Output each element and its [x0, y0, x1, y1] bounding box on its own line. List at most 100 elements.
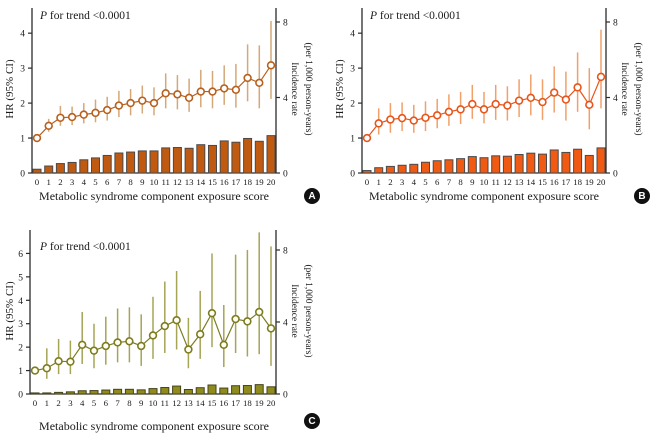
y-left-tick-label: 2: [20, 100, 25, 110]
hr-marker: [138, 96, 147, 105]
p-italic: P: [40, 10, 48, 22]
x-tick-label: 10: [150, 177, 159, 187]
hr-marker: [113, 338, 122, 347]
x-tick-label: 0: [33, 398, 38, 408]
incidence-bar: [538, 153, 547, 174]
y-axis-right-label-line1: Incidence rate: [289, 284, 299, 338]
hr-marker: [444, 107, 454, 117]
incidence-bar: [137, 150, 147, 174]
incidence-bar: [126, 151, 136, 174]
y-axis-left-label: HR (95% CI): [4, 281, 16, 341]
hr-line-series: [30, 307, 276, 375]
hr-marker: [196, 330, 205, 339]
y-left-tick-label: 1: [350, 135, 355, 145]
x-tick-label: 20: [267, 398, 276, 408]
p-rest: for trend <0.0001: [377, 10, 461, 22]
x-tick-label: 17: [231, 398, 240, 408]
hr-marker: [196, 87, 206, 96]
incidence-bar: [195, 387, 205, 395]
x-tick-label: 1: [46, 177, 50, 187]
x-axis-title: Metabolic syndrome component exposure sc…: [39, 189, 269, 203]
hr-marker: [126, 98, 135, 108]
incidence-bar: [374, 167, 384, 174]
y-right-tick-label: 0: [283, 170, 288, 180]
incidence-bar: [479, 157, 489, 174]
hr-marker: [161, 89, 170, 98]
hr-marker: [503, 101, 512, 110]
hr-marker: [255, 307, 264, 317]
x-tick-label: 6: [435, 177, 440, 187]
incidence-bar: [172, 147, 182, 174]
hr-marker: [160, 321, 170, 331]
x-tick-label: 11: [491, 177, 499, 187]
x-tick-label: 3: [70, 177, 75, 187]
hr-marker: [397, 113, 407, 123]
x-tick-label: 7: [115, 398, 120, 408]
x-tick-label: 14: [196, 177, 205, 187]
p-italic: P: [370, 10, 378, 22]
hr-marker: [42, 364, 51, 373]
incidence-bar: [266, 386, 276, 395]
hr-marker: [596, 72, 606, 82]
hr-marker: [149, 98, 159, 108]
incidence-bar: [124, 388, 134, 395]
incidence-bar: [184, 147, 194, 174]
incidence-bar: [254, 140, 264, 174]
hr-marker: [432, 111, 442, 120]
hr-marker: [77, 340, 87, 350]
x-tick-label: 4: [82, 177, 87, 187]
incidence-bar: [77, 390, 87, 395]
y-left-tick-label: 5: [18, 273, 23, 283]
incidence-bar: [526, 152, 536, 174]
y-left-tick-label: 0: [18, 391, 23, 401]
x-tick-label: 9: [470, 177, 475, 187]
hr-marker: [79, 110, 89, 119]
x-tick-label: 0: [35, 177, 40, 187]
incidence-bar: [42, 392, 52, 395]
incidence-bar: [231, 385, 241, 395]
y-left-tick-label: 3: [18, 320, 23, 330]
y-axis-right-label-line1: Incidence rate: [289, 62, 299, 116]
incidence-bar: [65, 391, 75, 395]
x-tick-label: 11: [161, 398, 169, 408]
x-tick-label: 11: [161, 177, 169, 187]
incidence-bar: [161, 147, 171, 174]
y-axis-right-label-line2: (per 1,000 person-years): [303, 264, 313, 358]
hr-marker: [243, 317, 252, 326]
incidence-bar: [231, 141, 241, 174]
x-tick-label: 20: [597, 177, 606, 187]
hr-marker: [456, 105, 465, 114]
hr-line-series: [32, 61, 276, 143]
x-tick-label: 5: [92, 398, 97, 408]
y-left-tick-label: 3: [350, 65, 355, 75]
ci-error-bars: [36, 20, 272, 140]
hr-marker: [172, 315, 181, 325]
y-left-tick-label: 2: [18, 344, 23, 354]
x-tick-label: 16: [219, 398, 228, 408]
incidence-bar: [491, 155, 501, 174]
incidence-bar: [397, 164, 407, 174]
p-for-trend-label: P for trend <0.0001: [370, 10, 461, 22]
y-axis-left-label: HR (95% CI): [4, 59, 16, 119]
incidence-bar: [266, 135, 276, 174]
incidence-bar: [136, 389, 146, 395]
incidence-bar: [172, 385, 182, 395]
x-tick-label: 12: [173, 177, 182, 187]
hr-marker: [184, 345, 193, 354]
hr-marker: [409, 116, 419, 125]
incidence-bar: [55, 163, 65, 174]
x-tick-label: 17: [232, 177, 241, 187]
hr-marker: [219, 340, 229, 350]
x-tick-label: 12: [503, 177, 512, 187]
hr-marker: [538, 97, 547, 107]
x-tick-label: 6: [104, 398, 109, 408]
y-left-tick-label: 4: [350, 30, 355, 40]
y-left-tick-label: 3: [20, 65, 25, 75]
hr-marker: [468, 99, 477, 109]
incidence-bar: [148, 388, 158, 395]
y-right-tick-label: 8: [283, 19, 288, 29]
incidence-bar: [467, 156, 477, 174]
